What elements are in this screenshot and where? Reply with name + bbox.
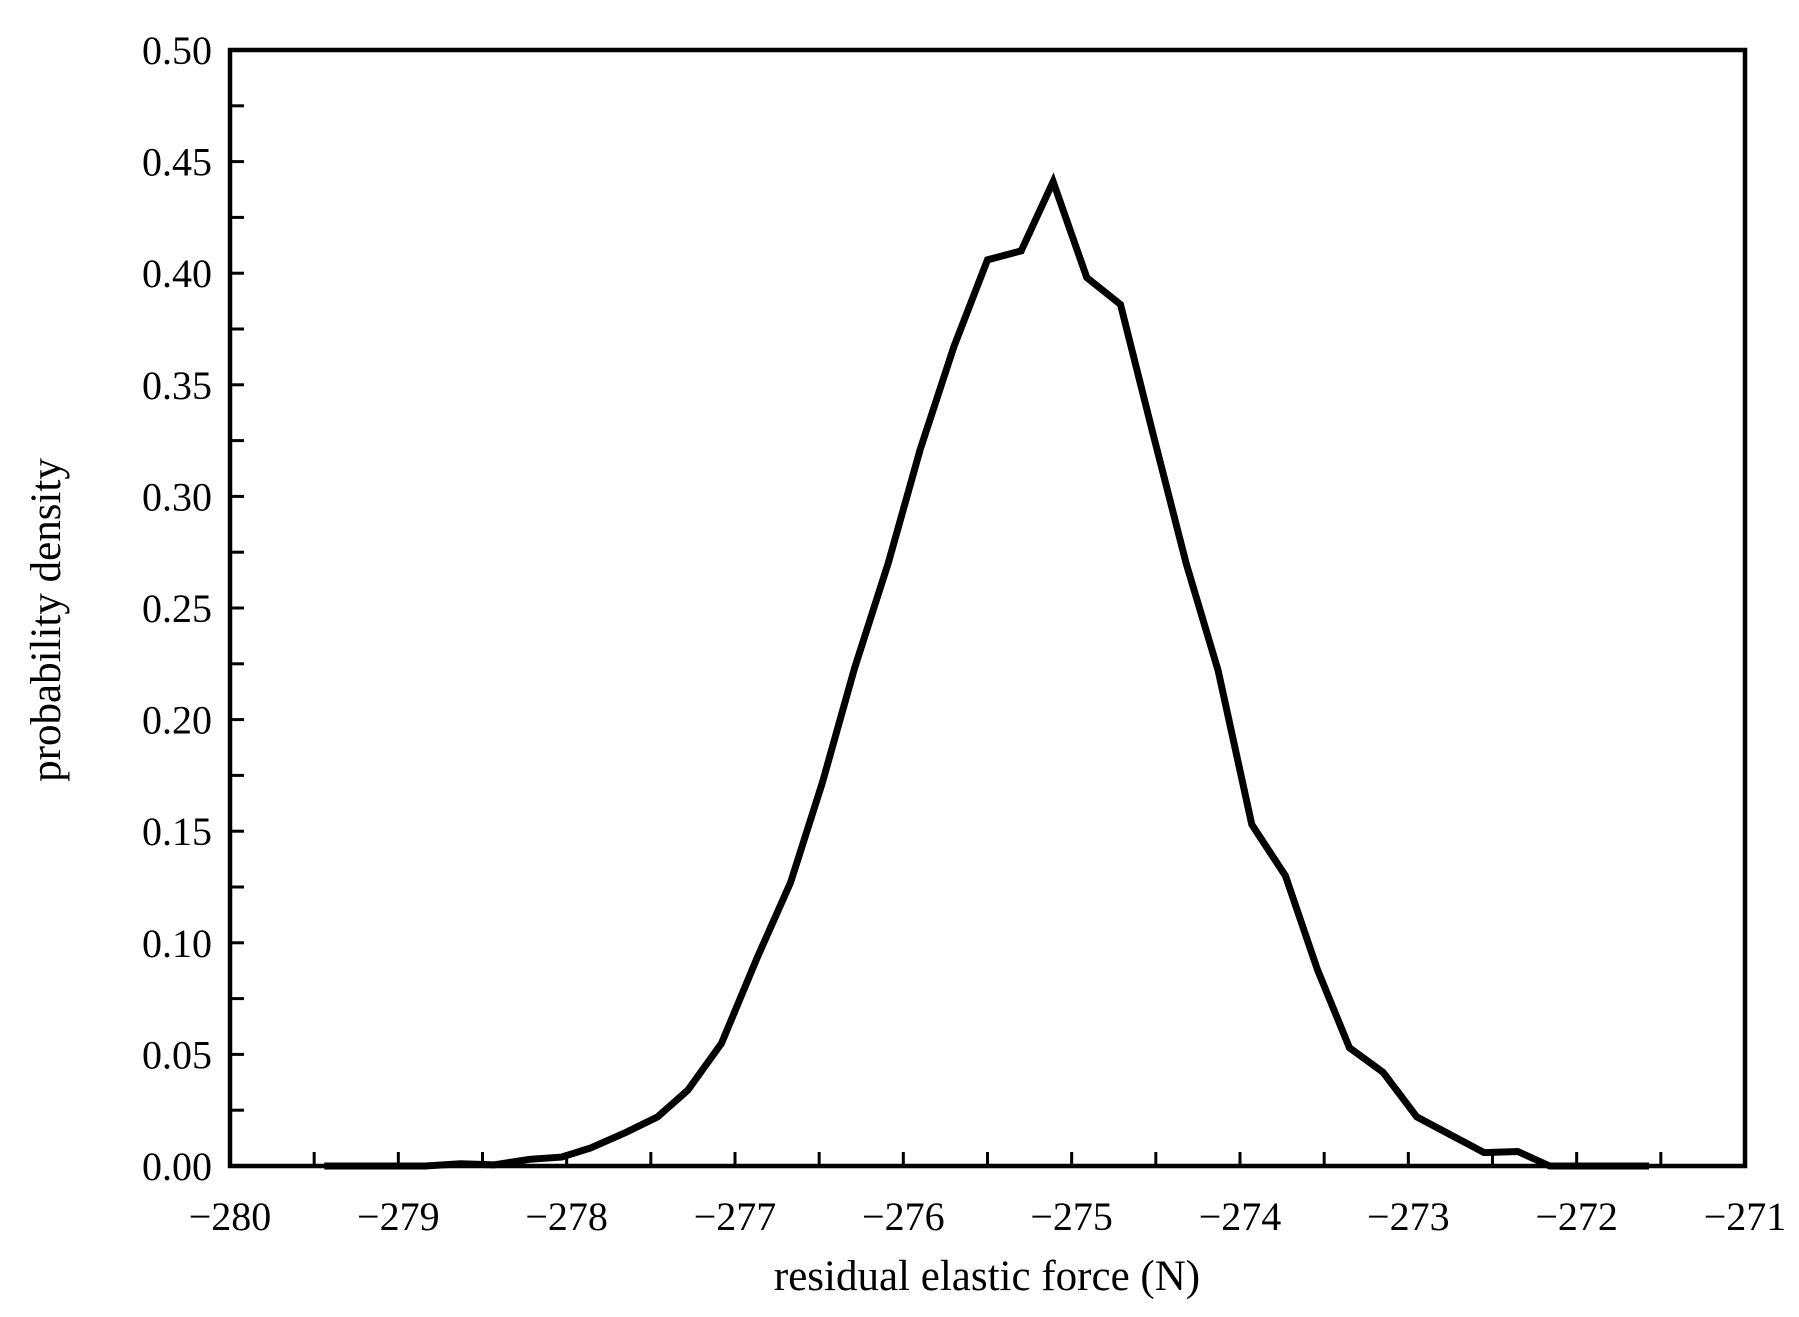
plot-frame [227,47,1748,1169]
y-tick-label: 0.00 [142,1144,212,1189]
y-tick-label: 0.10 [142,921,212,966]
x-tick-label: −278 [525,1194,608,1239]
y-tick-label: 0.40 [142,251,212,296]
y-tick-label: 0.15 [142,809,212,854]
y-tick-label: 0.05 [142,1032,212,1077]
x-tick-label: −275 [1030,1194,1113,1239]
x-tick-label: −276 [862,1194,945,1239]
x-tick-label: −277 [694,1194,777,1239]
x-tick-label: −274 [1199,1194,1282,1239]
x-tick-label: −272 [1535,1194,1618,1239]
x-tick-label: −279 [357,1194,440,1239]
data-line [324,172,1650,1170]
y-tick-label: 0.30 [142,474,212,519]
y-tick-label: 0.50 [142,28,212,73]
x-axis-label: residual elastic force (N) [774,1253,1200,1300]
x-tick-label: −271 [1704,1194,1787,1239]
x-tick-label: −280 [189,1194,272,1239]
y-tick-label: 0.35 [142,363,212,408]
y-tick-label: 0.20 [142,698,212,743]
y-tick-label: 0.45 [142,140,212,185]
x-tick-label: −273 [1367,1194,1450,1239]
y-tick-label: 0.25 [142,586,212,631]
y-axis-label: probability density [23,458,70,782]
